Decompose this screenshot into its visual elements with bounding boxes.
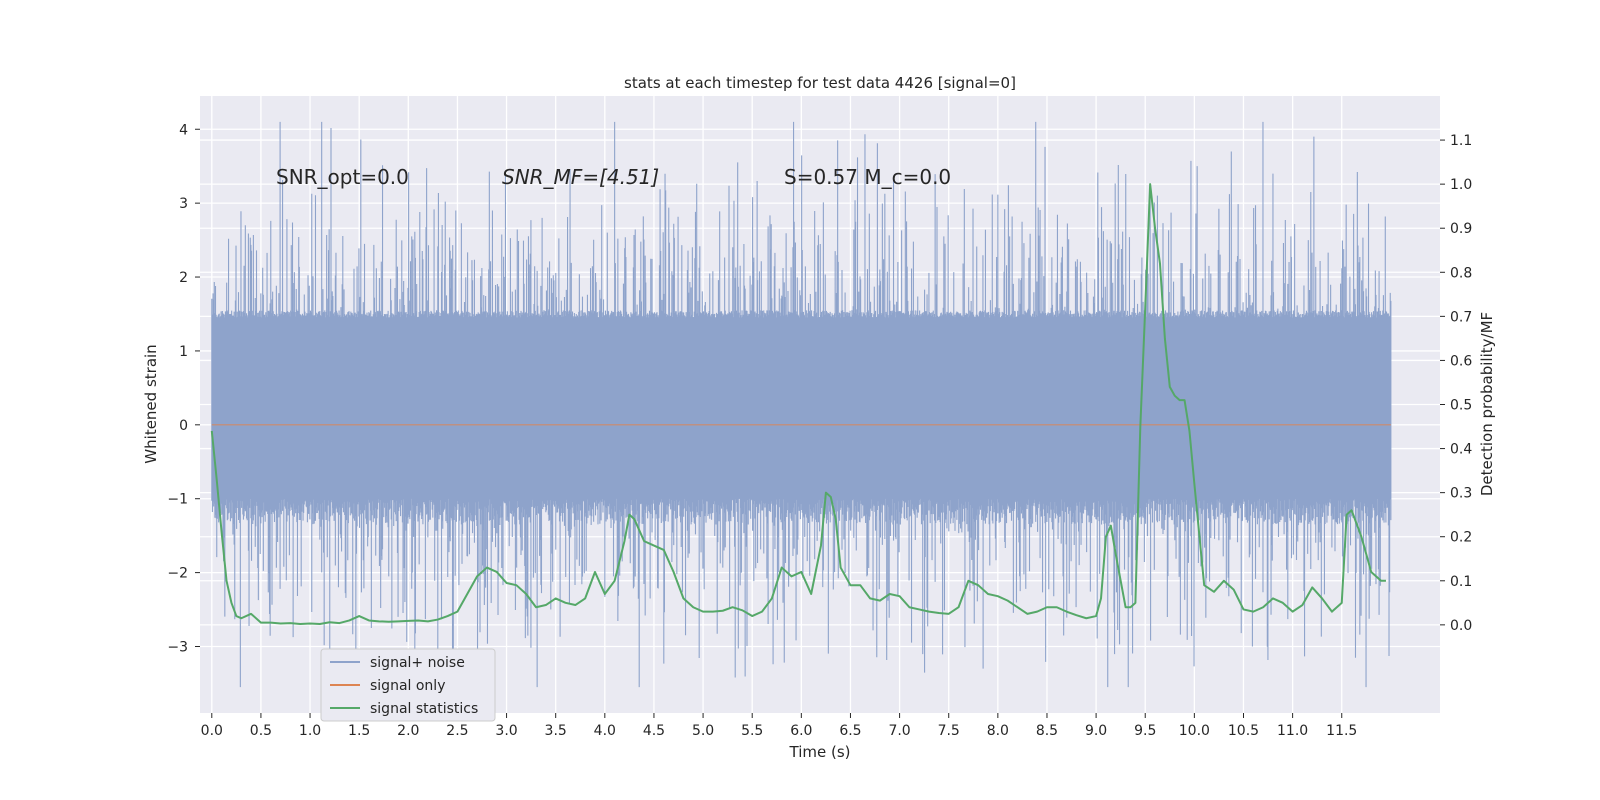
y2-tick-label: 0.8 [1450,265,1472,281]
y2-tick-label: 0.6 [1450,353,1472,369]
x-tick-label: 2.5 [446,723,468,739]
y-tick-label: −1 [167,492,188,508]
x-tick-label: 4.0 [594,723,616,739]
annotation-snr-opt: SNR_opt=0.0 [276,165,409,189]
signal-noise-band [211,317,1391,499]
signal-statistics-series [210,183,1386,625]
x-tick-label: 10.5 [1228,723,1259,739]
y2-tick-label: 0.4 [1450,442,1472,458]
x-tick-label: 1.0 [299,723,321,739]
x-tick-label: 11.0 [1277,723,1308,739]
x-tick-label: 3.0 [495,723,517,739]
x-tick-label: 0.0 [201,723,223,739]
legend-label-signal-noise: signal+ noise [370,655,465,671]
x-tick-label: 6.5 [839,723,861,739]
y-axis-right: 0.0 0.1 0.2 0.3 0.4 0.5 0.6 0.7 0.8 0.9 1.0 1.1 [1440,133,1472,634]
y2-tick-label: 0.7 [1450,309,1472,325]
legend-label-signal-only: signal only [370,678,445,694]
y-axis-label: Whitened strain [142,344,160,463]
y2-tick-label: 0.0 [1450,618,1472,634]
x-tick-label: 3.5 [545,723,567,739]
y2-tick-label: 1.1 [1450,133,1472,149]
x-tick-label: 5.0 [692,723,714,739]
y-tick-label: 4 [179,122,188,138]
x-tick-label: 1.5 [348,723,370,739]
x-tick-label: 4.5 [643,723,665,739]
signal-statistics-line [210,183,1386,625]
y-tick-label: 3 [179,196,188,212]
y2-tick-label: 0.1 [1450,574,1472,590]
x-tick-label: 2.0 [397,723,419,739]
x-tick-label: 10.0 [1179,723,1210,739]
x-tick-label: 9.5 [1134,723,1156,739]
x-tick-label: 0.5 [250,723,272,739]
x-axis: 0.0 0.5 1.0 1.5 2.0 2.5 3.0 3.5 4.0 4.5 5.0 5.5 6.0 6… [201,713,1357,739]
x-tick-label: 8.0 [987,723,1009,739]
y-tick-label: −2 [167,566,188,582]
x-tick-label: 11.5 [1326,723,1357,739]
x-tick-label: 9.0 [1085,723,1107,739]
x-axis-label: Time (s) [789,743,851,761]
y2-tick-label: 0.9 [1450,221,1472,237]
y-tick-label: −3 [167,639,188,655]
y-tick-label: 0 [179,418,188,434]
signal-noise-series [211,121,1392,688]
legend-box [320,648,496,722]
x-tick-label: 5.5 [741,723,763,739]
y2-tick-label: 0.5 [1450,398,1472,414]
legend: signal+ noise signal only signal statist… [320,648,496,722]
chart-title: stats at each timestep for test data 442… [624,74,1016,92]
x-tick-label: 7.5 [938,723,960,739]
y-tick-label: 1 [179,344,188,360]
annotation-s-mc: S=0.57 M_c=0.0 [784,165,951,189]
y2-tick-label: 1.0 [1450,177,1472,193]
y2-tick-label: 0.3 [1450,486,1472,502]
y2-tick-label: 0.2 [1450,530,1472,546]
annotation-snr-mf: SNR_MF=[4.51] [502,165,659,189]
x-tick-label: 8.5 [1036,723,1058,739]
y-tick-label: 2 [179,270,188,286]
y2-axis-label: Detection probability/MF [1478,312,1496,496]
x-tick-label: 7.0 [888,723,910,739]
legend-label-signal-statistics: signal statistics [370,701,478,717]
x-tick-label: 6.0 [790,723,812,739]
y-axis-left: −3 −2 −1 0 1 2 3 4 [167,122,200,655]
